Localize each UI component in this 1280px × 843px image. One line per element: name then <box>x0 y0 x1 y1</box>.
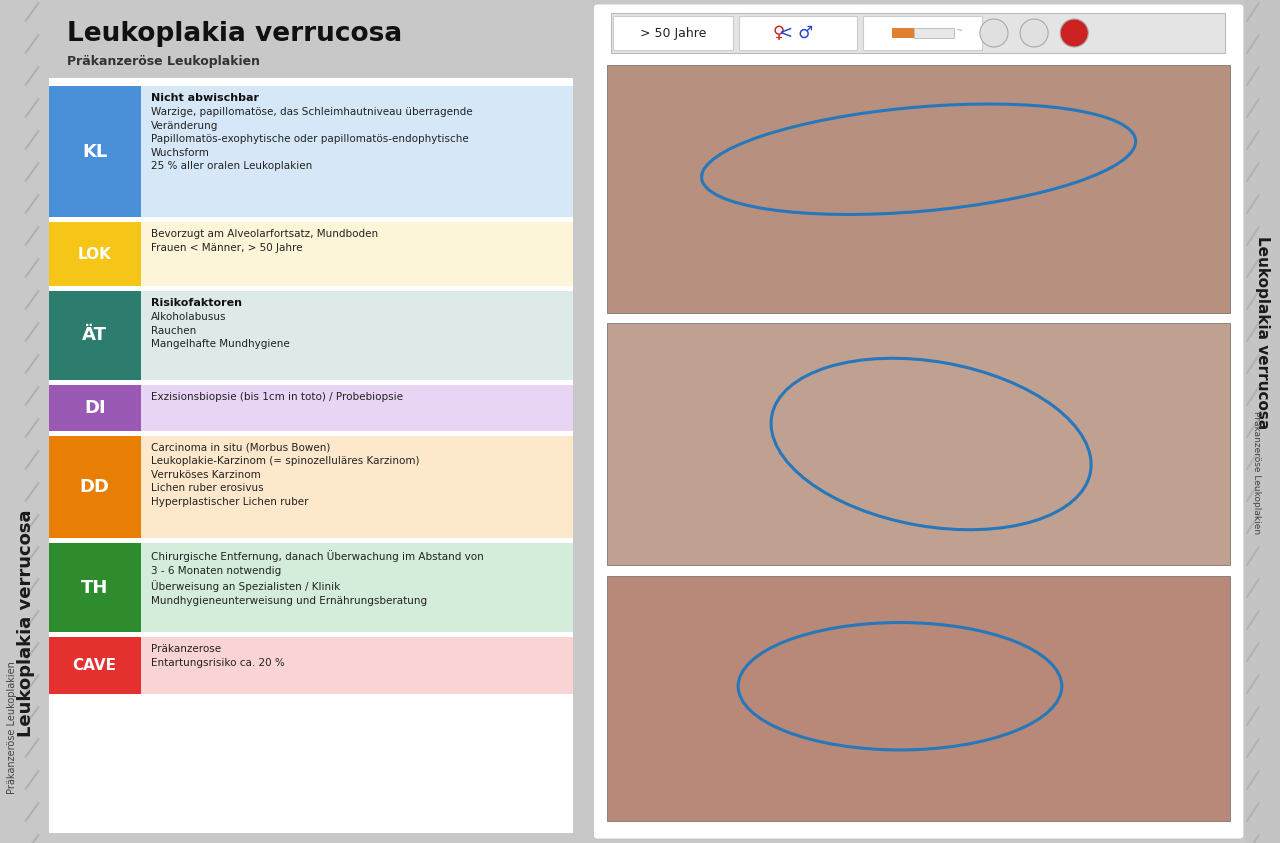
Bar <box>613 16 733 50</box>
Bar <box>49 10 573 78</box>
Text: Alkoholabusus
Rauchen
Mangelhafte Mundhygiene: Alkoholabusus Rauchen Mangelhafte Mundhy… <box>151 312 289 349</box>
Text: Präkanzeröse Leukoplakien: Präkanzeröse Leukoplakien <box>6 662 17 794</box>
Bar <box>49 384 573 431</box>
Bar <box>49 86 141 217</box>
Bar <box>49 544 573 632</box>
Text: > 50 Jahre: > 50 Jahre <box>640 26 707 40</box>
Bar <box>1245 0 1280 843</box>
Bar <box>739 16 858 50</box>
Text: < ♂: < ♂ <box>780 24 813 42</box>
Text: Präkanzeröse Leukoplakien: Präkanzeröse Leukoplakien <box>1252 411 1261 534</box>
Text: Leukoplakia verrucosa: Leukoplakia verrucosa <box>17 509 35 737</box>
Bar <box>49 544 141 632</box>
Text: DI: DI <box>84 399 105 416</box>
Text: Bevorzugt am Alveolarfortsatz, Mundboden
Frauen < Männer, > 50 Jahre: Bevorzugt am Alveolarfortsatz, Mundboden… <box>151 229 378 253</box>
Bar <box>611 13 1225 53</box>
Bar <box>49 637 573 694</box>
Text: Carcinoma in situ (Morbus Bowen)
Leukoplakie-Karzinom (= spinozelluläres Karzino: Carcinoma in situ (Morbus Bowen) Leukopl… <box>151 443 420 507</box>
Bar <box>608 65 1230 313</box>
Bar <box>608 576 1230 821</box>
Text: Warzige, papillomatöse, das Schleimhautniveau überragende
Veränderung
Papillomat: Warzige, papillomatöse, das Schleimhautn… <box>151 107 472 171</box>
Text: Präkanzeröse Leukoplakien: Präkanzeröse Leukoplakien <box>67 56 260 68</box>
Bar <box>49 436 141 539</box>
Text: KL: KL <box>82 142 108 160</box>
Text: DD: DD <box>79 478 110 496</box>
Bar <box>49 291 573 379</box>
Bar <box>49 86 573 217</box>
Text: ÄT: ÄT <box>82 326 108 344</box>
Bar <box>608 323 1230 565</box>
Text: Exzisionsbiopsie (bis 1cm in toto) / Probebiopsie: Exzisionsbiopsie (bis 1cm in toto) / Pro… <box>151 392 403 401</box>
Text: TH: TH <box>81 579 109 597</box>
Bar <box>49 637 141 694</box>
Text: ♀: ♀ <box>773 24 785 42</box>
Bar <box>49 223 141 286</box>
Bar <box>49 291 141 379</box>
Text: Leukoplakia verrucosa: Leukoplakia verrucosa <box>67 21 402 47</box>
Text: ~: ~ <box>955 26 963 35</box>
Bar <box>49 436 573 539</box>
Circle shape <box>1060 19 1088 47</box>
Circle shape <box>1020 19 1048 47</box>
Text: LOK: LOK <box>78 246 111 261</box>
Bar <box>914 28 954 38</box>
Bar <box>49 223 573 286</box>
Text: Präkanzerose
Entartungsrisiko ca. 20 %: Präkanzerose Entartungsrisiko ca. 20 % <box>151 644 284 668</box>
Circle shape <box>980 19 1007 47</box>
FancyBboxPatch shape <box>594 4 1244 839</box>
Bar <box>892 28 914 38</box>
Bar <box>864 16 982 50</box>
Text: CAVE: CAVE <box>73 658 116 673</box>
Text: Nicht abwischbar: Nicht abwischbar <box>151 93 259 103</box>
Text: Chirurgische Entfernung, danach Überwachung im Abstand von
3 - 6 Monaten notwend: Chirurgische Entfernung, danach Überwach… <box>151 550 484 606</box>
Bar <box>49 384 141 431</box>
Text: Leukoplakia verrucosa: Leukoplakia verrucosa <box>1254 236 1270 430</box>
Text: Risikofaktoren: Risikofaktoren <box>151 298 242 308</box>
